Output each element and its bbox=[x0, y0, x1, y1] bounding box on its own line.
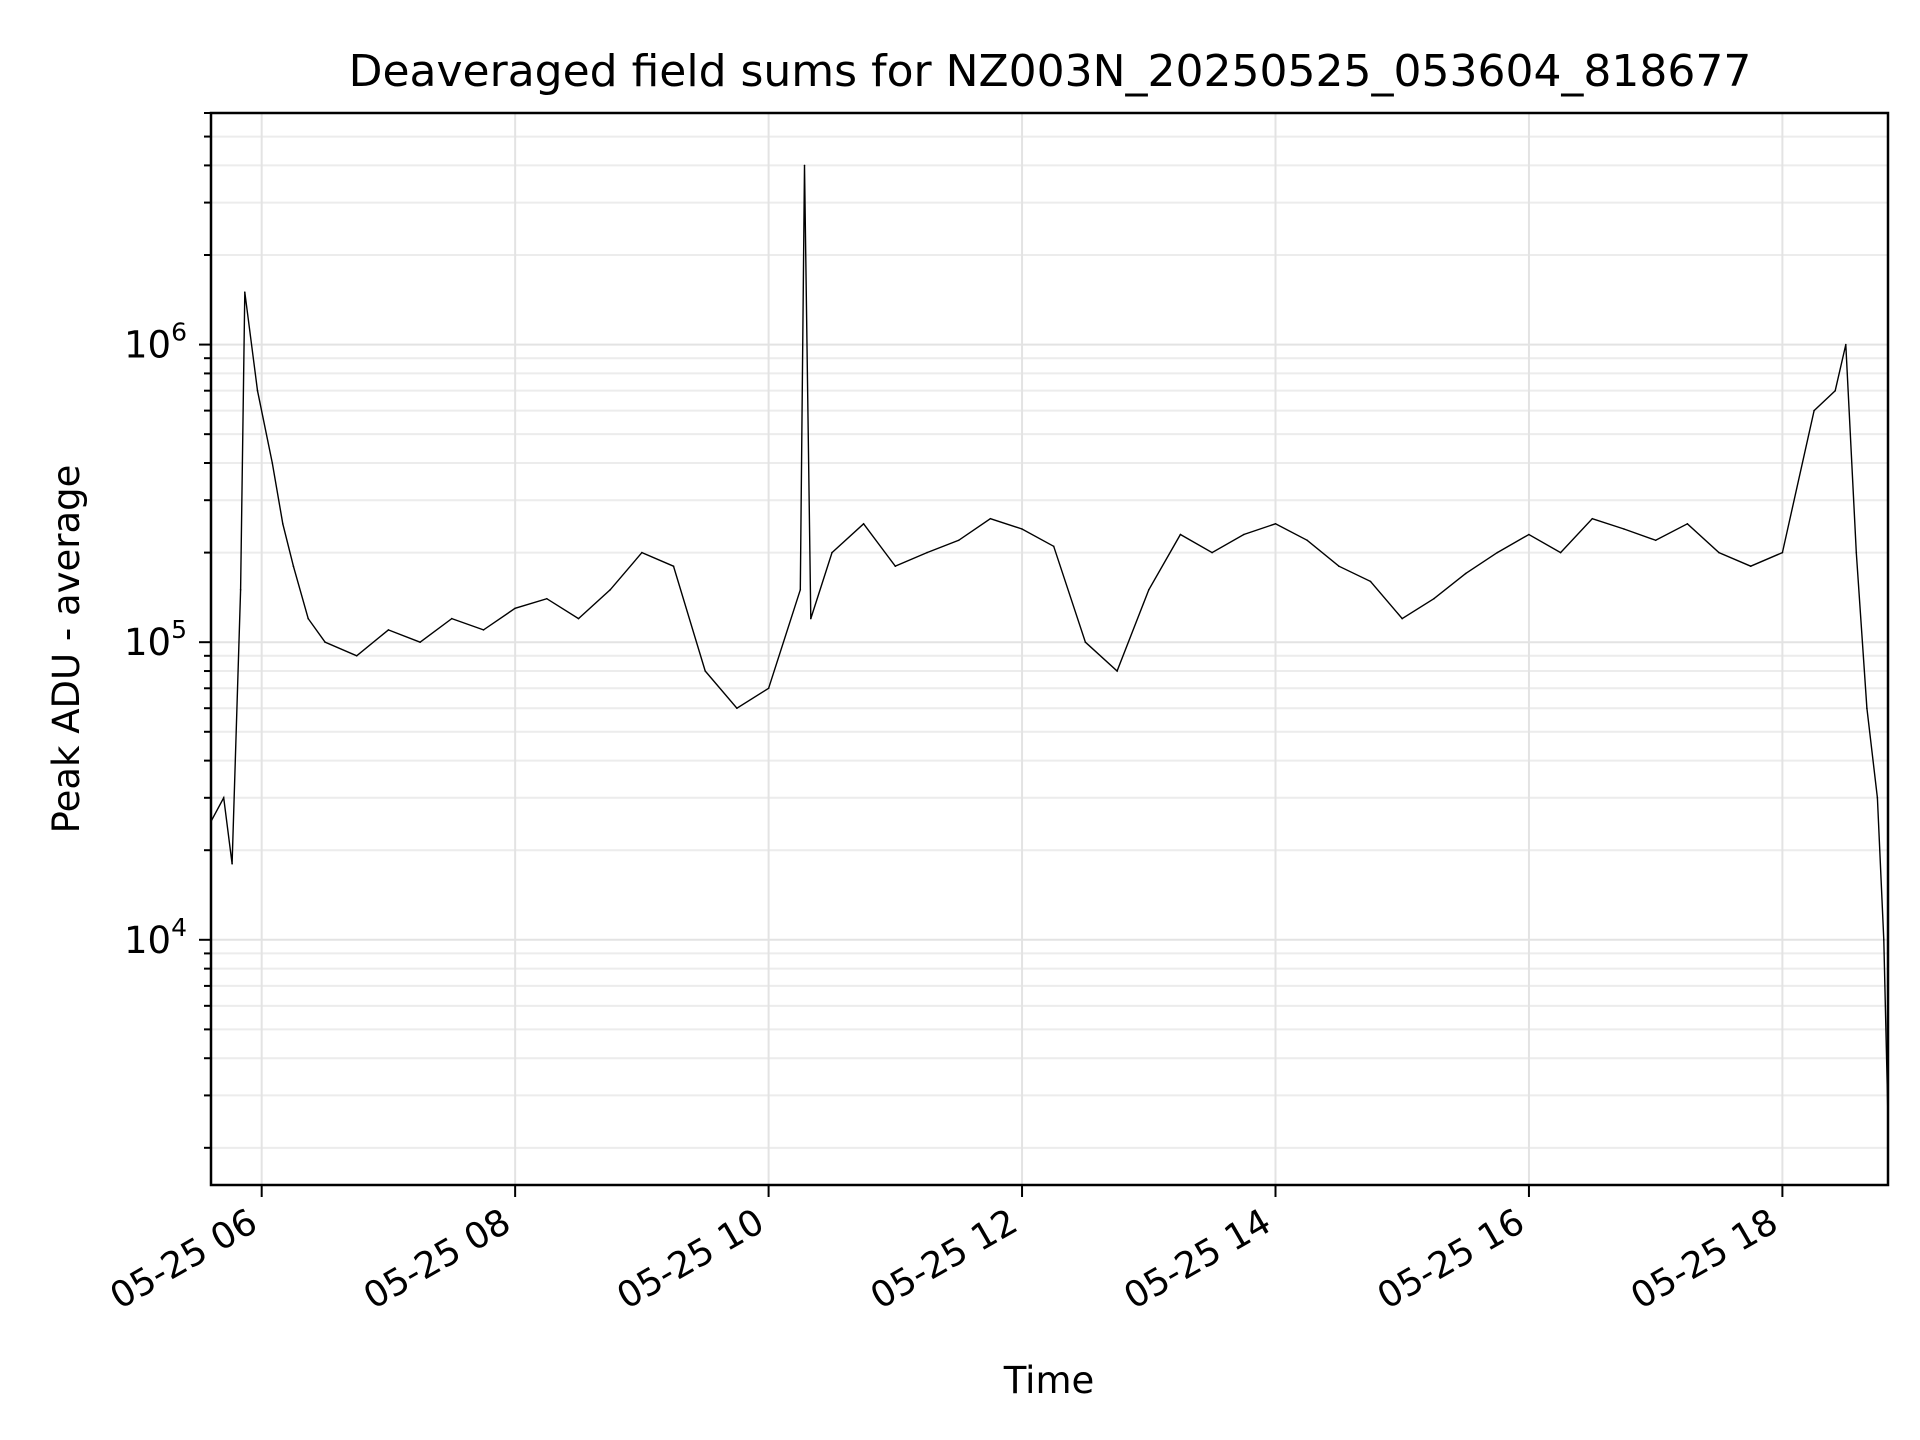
data-point bbox=[1623, 528, 1625, 530]
data-point bbox=[810, 617, 812, 620]
data-point bbox=[1148, 589, 1150, 591]
data-point bbox=[736, 707, 738, 709]
data-point bbox=[271, 462, 274, 464]
data-point bbox=[1718, 551, 1720, 554]
data-point bbox=[1338, 565, 1340, 567]
data-point bbox=[1401, 617, 1403, 620]
data-point bbox=[256, 389, 259, 392]
data-point bbox=[307, 617, 310, 620]
data-point bbox=[1781, 551, 1784, 554]
y-axis-label: Peak ADU - average bbox=[45, 465, 88, 834]
data-point bbox=[1274, 523, 1277, 525]
y-tick-label: 104 bbox=[124, 913, 187, 962]
data-point bbox=[1528, 533, 1530, 536]
data-point bbox=[231, 863, 233, 865]
data-point bbox=[419, 641, 421, 643]
data-point bbox=[704, 670, 706, 672]
data-point bbox=[609, 589, 611, 591]
y-tick-label: 106 bbox=[124, 318, 187, 367]
data-point bbox=[1369, 580, 1372, 583]
data-point bbox=[1243, 533, 1245, 536]
data-point bbox=[1179, 533, 1182, 536]
data-point bbox=[514, 607, 516, 610]
data-point bbox=[244, 291, 246, 294]
data-point bbox=[451, 617, 453, 620]
y-tick-label: 105 bbox=[124, 615, 187, 664]
x-axis-label: Time bbox=[1003, 1359, 1095, 1402]
data-point bbox=[1654, 539, 1657, 542]
data-point bbox=[577, 617, 580, 620]
data-point bbox=[387, 629, 390, 631]
data-point bbox=[862, 523, 865, 525]
data-point bbox=[831, 551, 833, 554]
grid bbox=[211, 112, 1888, 1185]
series-layer bbox=[210, 164, 1889, 1120]
data-point bbox=[926, 551, 928, 554]
data-point bbox=[1464, 572, 1467, 575]
data-point bbox=[1116, 670, 1118, 672]
data-point bbox=[546, 597, 548, 600]
data-point bbox=[803, 164, 806, 167]
chart-title: Deaveraged field sums for NZ003N_2025052… bbox=[349, 46, 1752, 97]
data-point bbox=[1559, 551, 1562, 554]
data-point bbox=[1813, 409, 1815, 412]
data-point bbox=[989, 517, 992, 520]
data-point bbox=[767, 687, 770, 690]
plot-frame bbox=[209, 111, 1890, 1187]
data-point bbox=[482, 629, 485, 631]
data-point bbox=[1433, 597, 1435, 600]
data-point bbox=[355, 655, 358, 657]
data-point bbox=[1686, 523, 1689, 525]
data-point bbox=[894, 565, 897, 567]
data-point bbox=[1883, 939, 1885, 941]
data-point bbox=[1084, 641, 1087, 643]
data-point bbox=[1855, 551, 1858, 554]
data-point bbox=[324, 641, 326, 643]
data-point bbox=[799, 589, 802, 591]
data-point bbox=[1866, 707, 1868, 709]
data-point bbox=[641, 551, 643, 554]
data-point bbox=[1052, 545, 1055, 548]
data-point bbox=[282, 523, 284, 525]
data-point bbox=[1749, 565, 1752, 567]
data-point bbox=[1306, 539, 1308, 542]
data-point bbox=[1845, 343, 1847, 346]
data-point bbox=[957, 539, 960, 542]
data-point bbox=[239, 589, 242, 591]
data-point bbox=[1834, 389, 1836, 392]
data-point bbox=[1211, 551, 1213, 554]
data-point bbox=[672, 565, 675, 567]
data-point bbox=[1496, 551, 1499, 554]
data-point bbox=[1876, 797, 1879, 799]
data-point bbox=[1591, 517, 1594, 520]
data-point bbox=[222, 797, 225, 799]
data-point bbox=[292, 565, 295, 567]
data-point bbox=[1021, 528, 1023, 530]
